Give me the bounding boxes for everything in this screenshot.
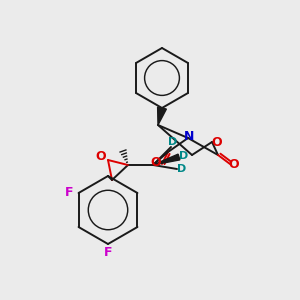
Polygon shape xyxy=(158,107,166,125)
Text: F: F xyxy=(104,247,112,260)
Text: O: O xyxy=(96,151,106,164)
Text: O: O xyxy=(229,158,239,172)
Text: D: D xyxy=(177,164,187,174)
Text: N: N xyxy=(184,130,194,142)
Text: O: O xyxy=(212,136,222,148)
Text: D: D xyxy=(168,137,178,147)
Text: D: D xyxy=(179,151,189,161)
Text: O: O xyxy=(151,157,161,169)
Text: F: F xyxy=(65,187,74,200)
Polygon shape xyxy=(153,154,180,165)
